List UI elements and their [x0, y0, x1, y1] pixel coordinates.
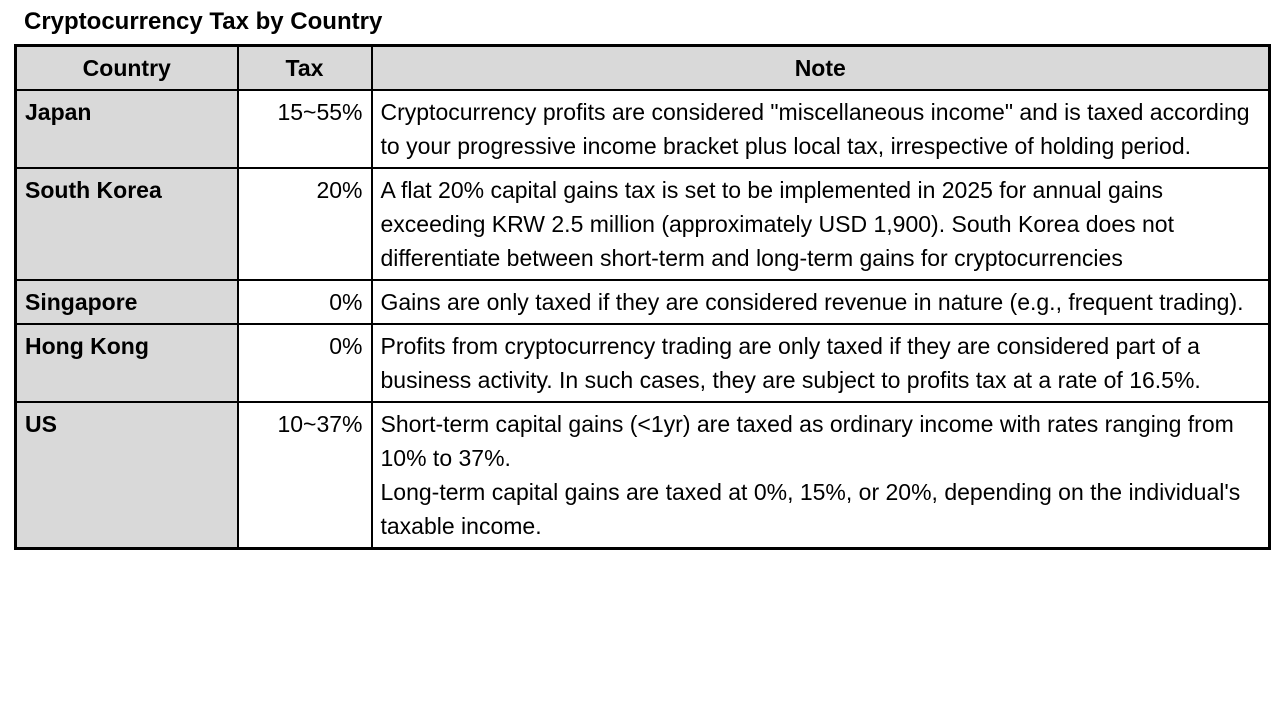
column-header-country: Country	[14, 44, 239, 91]
table-row: Singapore 0% Gains are only taxed if they …	[14, 279, 1271, 325]
note-cell: Gains are only taxed if they are conside…	[370, 279, 1271, 325]
country-cell: Japan	[14, 89, 239, 169]
table-row: Japan 15~55% Cryptocurrency profits are co…	[14, 89, 1271, 169]
note-cell: Cryptocurrency profits are considered "m…	[370, 89, 1271, 169]
note-cell: A flat 20% capital gains tax is set to b…	[370, 167, 1271, 281]
page-title: Cryptocurrency Tax by Country	[24, 8, 383, 35]
table-row: South Korea 20% A flat 20% capital gains t…	[14, 167, 1271, 281]
country-cell: South Korea	[14, 167, 239, 281]
country-cell: Singapore	[14, 279, 239, 325]
note-cell: Short-term capital gains (<1yr) are taxe…	[370, 401, 1271, 550]
note-cell: Profits from cryptocurrency trading are …	[370, 323, 1271, 403]
column-header-tax: Tax	[236, 44, 373, 91]
tax-cell: 0%	[236, 323, 373, 403]
tax-cell: 15~55%	[236, 89, 373, 169]
tax-cell: 10~37%	[236, 401, 373, 550]
column-header-note: Note	[370, 44, 1271, 91]
tax-cell: 0%	[236, 279, 373, 325]
country-cell: Hong Kong	[14, 323, 239, 403]
country-cell: US	[14, 401, 239, 550]
table-row: Hong Kong 0% Profits from cryptocurrency t…	[14, 323, 1271, 403]
table-header-row: Country Tax Note	[14, 44, 1271, 91]
table-row: US 10~37% Short-term capital gains (<1yr) …	[14, 401, 1271, 550]
tax-cell: 20%	[236, 167, 373, 281]
crypto-tax-table: Country Tax Note Japan 15~55% Cryptocurren…	[14, 44, 1271, 550]
document-page: Cryptocurrency Tax by Country Country Ta…	[14, 8, 1271, 550]
